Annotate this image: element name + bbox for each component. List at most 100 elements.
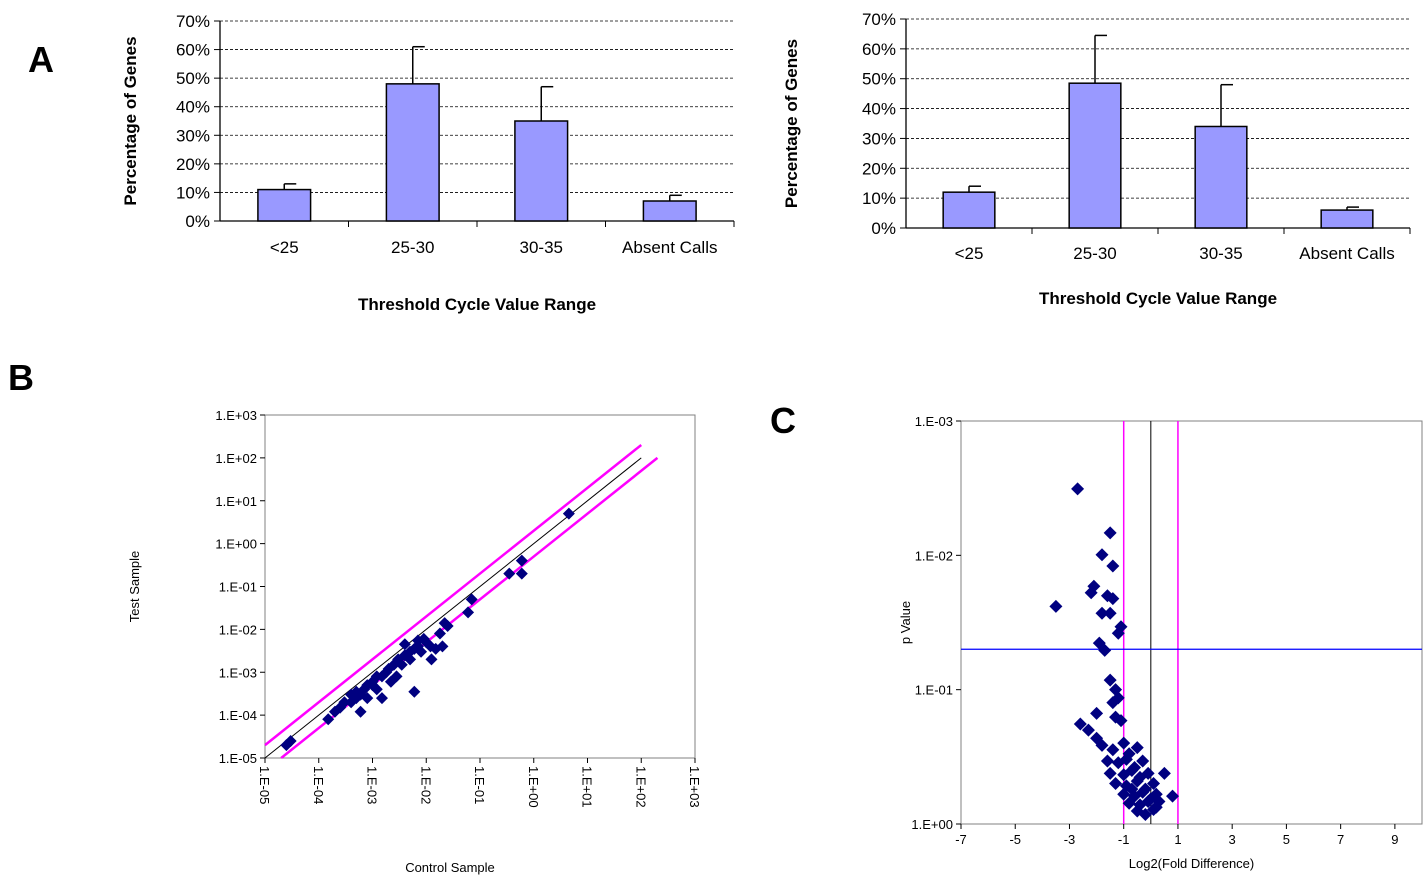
data-point <box>408 685 421 698</box>
data-point <box>465 593 478 606</box>
data-point <box>1049 599 1063 613</box>
data-point <box>361 692 374 705</box>
y-tick-label: 1.E-05 <box>219 751 257 766</box>
data-point <box>1147 803 1161 817</box>
panel-label-c: C <box>770 400 796 441</box>
data-point <box>328 705 341 718</box>
x-tick-label: 25-30 <box>1073 244 1116 263</box>
y-tick-label: 1.E-04 <box>219 708 257 723</box>
y-tick-label: 40% <box>862 100 896 119</box>
data-point <box>436 640 449 653</box>
data-point <box>1106 696 1120 710</box>
data-point <box>1095 548 1109 562</box>
data-point <box>1119 752 1133 766</box>
chart-a-right: 0% 10% 20% 30% 40% 50% 60% 70% <25 25-30 30-35 Abse… <box>782 10 1411 308</box>
panel-label-a: A <box>28 39 54 80</box>
data-point <box>404 653 417 666</box>
x-axis-title: Threshold Cycle Value Range <box>1039 289 1277 308</box>
x-tick-label: <25 <box>270 238 299 257</box>
x-tick-label: -3 <box>1064 832 1076 847</box>
x-tick-label: 1.E+00 <box>526 766 541 808</box>
bar <box>1194 125 1248 229</box>
x-tick-label: -7 <box>955 832 967 847</box>
data-point <box>1084 586 1098 600</box>
data-point <box>1147 777 1161 791</box>
data-point <box>515 554 528 567</box>
data-point <box>1100 754 1114 768</box>
bar <box>642 200 697 222</box>
y-tick-label: 60% <box>176 41 210 60</box>
x-tick-label: 1.E-04 <box>311 766 326 804</box>
x-tick-label: 1.E+02 <box>633 766 648 808</box>
data-point <box>1136 785 1150 799</box>
data-point <box>1114 714 1128 728</box>
y-tick-label: 0% <box>871 219 896 238</box>
data-point <box>1152 795 1166 809</box>
x-tick-label: 25-30 <box>391 238 434 257</box>
data-point <box>1136 754 1150 768</box>
bar <box>1320 209 1374 229</box>
y-axis-title: Percentage of Genes <box>782 39 801 208</box>
bar <box>514 120 569 222</box>
data-point <box>284 734 297 747</box>
y-tick-label: 1.E-01 <box>219 580 257 595</box>
data-point <box>1103 606 1117 620</box>
data-point <box>1095 606 1109 620</box>
y-axis-title: Percentage of Genes <box>121 36 140 205</box>
panel-label-b: B <box>8 357 34 398</box>
y-tick-label: 10% <box>176 183 210 202</box>
data-point <box>1090 706 1104 720</box>
y-tick-label: 1.E+01 <box>215 494 257 509</box>
bar <box>385 83 440 222</box>
data-point <box>1130 774 1144 788</box>
x-tick-label: Absent Calls <box>622 238 717 257</box>
y-tick-label: 50% <box>862 70 896 89</box>
x-tick-label: 7 <box>1337 832 1344 847</box>
data-point <box>462 606 475 619</box>
data-point <box>433 627 446 640</box>
x-tick-label: 1.E+01 <box>580 766 595 808</box>
data-point <box>375 692 388 705</box>
data-point <box>1117 787 1131 801</box>
data-point <box>1098 643 1112 657</box>
bar <box>1068 82 1122 229</box>
data-point <box>438 617 451 630</box>
data-point <box>1095 738 1109 752</box>
x-tick-label: 1.E-02 <box>418 766 433 804</box>
data-point <box>1106 559 1120 573</box>
x-tick-label: 1.E-05 <box>257 766 272 804</box>
y-axis-title: p Value <box>898 601 913 644</box>
x-axis-title: Log2(Fold Difference) <box>1129 856 1255 871</box>
y-tick-label: 20% <box>176 155 210 174</box>
data-point <box>1138 808 1152 822</box>
data-point <box>1125 782 1139 796</box>
data-point <box>515 567 528 580</box>
y-tick-label: 30% <box>176 126 210 145</box>
y-axis-title: Test Sample <box>127 551 142 623</box>
data-point <box>1166 789 1180 803</box>
data-point <box>1130 741 1144 755</box>
data-point <box>1103 526 1117 540</box>
data-point <box>1103 673 1117 687</box>
y-tick-label: 1.E+00 <box>215 537 257 552</box>
data-point <box>1122 796 1136 810</box>
data-point <box>398 638 411 651</box>
data-point <box>322 713 335 726</box>
data-point <box>503 567 516 580</box>
data-point <box>425 653 438 666</box>
x-tick-label: Absent Calls <box>1299 244 1394 263</box>
reference-line-identity <box>264 457 642 759</box>
data-point <box>1111 626 1125 640</box>
data-point <box>1103 766 1117 780</box>
y-tick-label: 50% <box>176 69 210 88</box>
plot-frame <box>960 420 1423 825</box>
y-tick-label: 60% <box>862 40 896 59</box>
y-tick-label: 70% <box>862 10 896 29</box>
y-tick-label: 40% <box>176 98 210 117</box>
x-tick-label: -5 <box>1009 832 1021 847</box>
x-tick-label: 30-35 <box>520 238 563 257</box>
y-tick-label: 1.E-03 <box>915 414 953 429</box>
x-tick-label: 30-35 <box>1199 244 1242 263</box>
bar <box>942 191 996 229</box>
data-point <box>1073 717 1087 731</box>
